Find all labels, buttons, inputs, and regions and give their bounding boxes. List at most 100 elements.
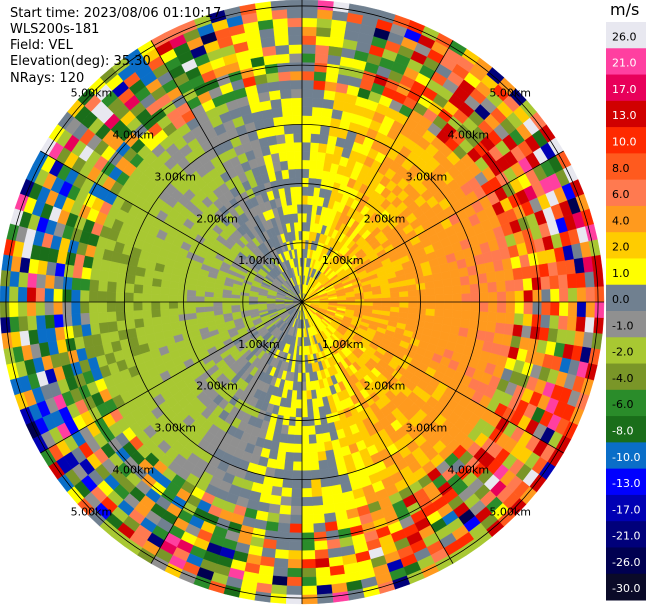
- ray-gate: [449, 325, 461, 336]
- ray-gate: [541, 288, 551, 303]
- colorbar-tick-label: -17.0: [612, 503, 640, 516]
- ray-gate: [292, 381, 299, 391]
- ray-gate: [44, 274, 55, 290]
- ray-gate: [271, 584, 288, 595]
- ray-gate: [301, 452, 311, 463]
- ray-gate: [308, 159, 318, 170]
- ray-gate: [168, 308, 179, 317]
- instrument-name: WLS200s-181: [10, 22, 100, 37]
- ray-gate: [272, 477, 284, 488]
- ray-gate: [301, 177, 309, 187]
- ray-gate: [301, 159, 310, 170]
- ray-gate: [290, 514, 303, 525]
- ray-gate: [288, 541, 303, 551]
- ray-gate: [301, 399, 308, 409]
- ray-gate: [318, 133, 329, 145]
- ray-gate: [307, 416, 316, 427]
- ray-gate: [301, 470, 312, 480]
- ray-gate: [70, 289, 81, 303]
- range-ring-label: 5.00km: [71, 505, 113, 518]
- ray-gate: [159, 301, 170, 310]
- ray-gate: [487, 281, 498, 293]
- ray-gate: [314, 540, 329, 551]
- ray-gate: [301, 390, 308, 400]
- ray-gate: [97, 291, 108, 303]
- ray-gate: [424, 314, 435, 324]
- ray-gate: [318, 459, 329, 471]
- ray-gate: [550, 288, 560, 303]
- ray-gate: [274, 44, 290, 55]
- ray-gate: [301, 88, 314, 99]
- ray-gate: [297, 372, 303, 383]
- ray-gate: [313, 522, 327, 533]
- ray-gate: [280, 424, 290, 435]
- ray-gate: [306, 204, 313, 214]
- ray-gate: [316, 575, 332, 587]
- ray-gate: [332, 1, 350, 13]
- ray-gate: [284, 460, 294, 471]
- ray-gate: [292, 124, 303, 134]
- field-name: Field: VEL: [10, 38, 73, 53]
- ray-gate: [285, 594, 303, 605]
- ray-gate: [567, 301, 578, 317]
- ray-gate: [549, 274, 560, 290]
- ray-gate: [381, 301, 392, 307]
- ray-gate: [285, 142, 295, 153]
- ray-gate: [8, 301, 19, 318]
- ray-gate: [301, 70, 315, 81]
- ray-gate: [488, 291, 498, 303]
- ray-gate: [150, 301, 161, 311]
- ray-gate: [307, 186, 315, 197]
- ray-gate: [390, 306, 400, 313]
- ray-gate: [301, 133, 312, 143]
- ray-gate: [301, 44, 316, 54]
- ray-gate: [152, 270, 164, 280]
- ray-gate: [503, 268, 515, 281]
- ray-gate: [321, 486, 333, 497]
- range-ring-label: 1.00km: [238, 254, 280, 267]
- ray-gate: [273, 557, 289, 569]
- ray-gate: [295, 417, 303, 427]
- ray-gate: [61, 301, 72, 315]
- ray-gate: [523, 301, 534, 315]
- ray-gate: [584, 316, 595, 333]
- ray-gate: [287, 35, 303, 45]
- ray-gate: [278, 513, 292, 524]
- ray-gate: [314, 549, 330, 560]
- ray-gate: [125, 273, 136, 285]
- ray-gate: [297, 381, 303, 392]
- ray-gate: [315, 160, 325, 171]
- ray-gate: [270, 593, 287, 604]
- ray-gate: [451, 309, 462, 319]
- range-ring-label: 2.00km: [196, 212, 238, 225]
- ray-gate: [287, 425, 296, 436]
- ray-gate: [35, 301, 45, 317]
- ray-gate: [186, 295, 196, 303]
- ray-gate: [313, 178, 322, 189]
- ray-gate: [288, 177, 297, 188]
- ray-gate: [116, 320, 127, 332]
- ray-gate: [0, 301, 10, 319]
- ray-gate: [322, 98, 335, 110]
- colorbar-tick-label: 6.0: [612, 188, 630, 201]
- ray-gate: [274, 549, 290, 560]
- ray-gate: [212, 301, 223, 307]
- ray-gate: [314, 44, 330, 55]
- ray-gate: [305, 221, 311, 232]
- ray-gate: [442, 316, 453, 326]
- ray-gate: [265, 521, 280, 532]
- ray-gate: [591, 332, 603, 350]
- ray-gate: [513, 312, 524, 326]
- ray-gate: [317, 142, 328, 154]
- ray-gate: [363, 305, 374, 310]
- ray-gate: [305, 213, 312, 223]
- ray-gate: [8, 286, 19, 303]
- ray-gate: [451, 285, 462, 295]
- ray-gate: [168, 301, 179, 310]
- ray-gate: [301, 221, 307, 232]
- ray-gate: [89, 323, 101, 336]
- ray-gate: [295, 177, 303, 187]
- ray-gate: [272, 17, 288, 29]
- ray-gate: [301, 212, 307, 223]
